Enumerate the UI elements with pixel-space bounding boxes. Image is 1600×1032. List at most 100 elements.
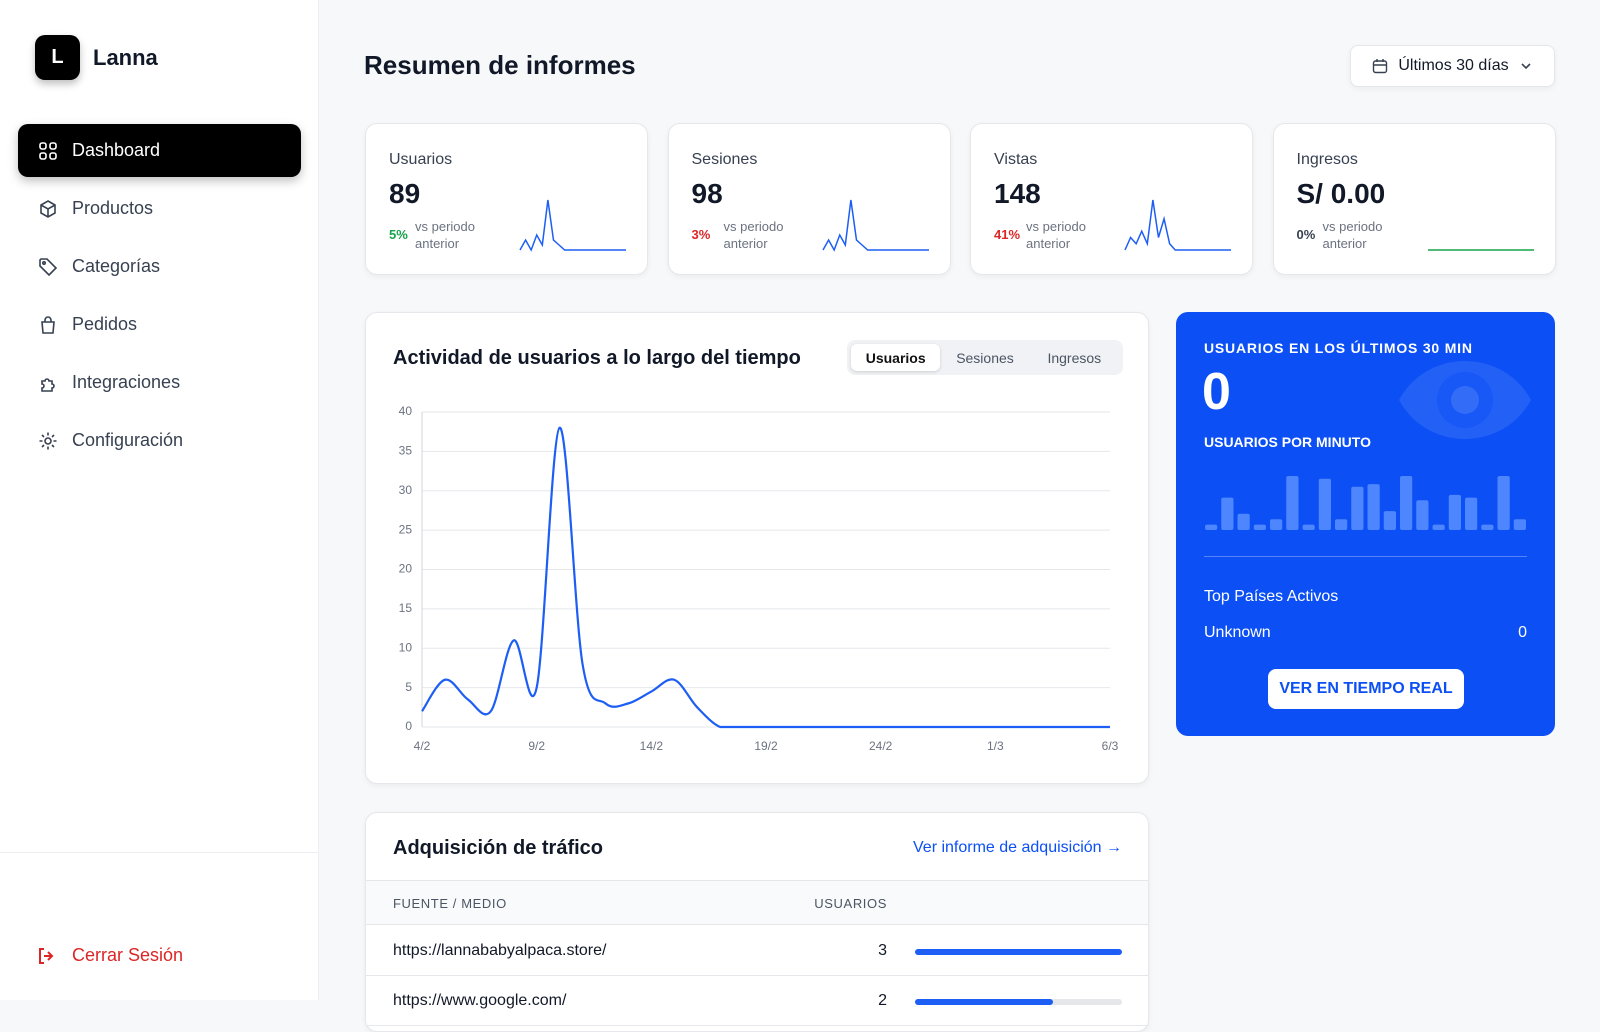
minute-bar bbox=[1318, 478, 1331, 530]
traffic-title: Adquisición de tráfico bbox=[393, 837, 604, 859]
x-tick-label: 19/2 bbox=[754, 739, 778, 753]
eye-icon bbox=[1399, 361, 1531, 439]
kpi-note: vs periodo anterior bbox=[1322, 219, 1383, 251]
minute-bar bbox=[1237, 513, 1250, 530]
tabs: Usuarios Sesiones Ingresos bbox=[847, 340, 1123, 375]
minute-bar bbox=[1221, 497, 1234, 530]
minute-bar bbox=[1400, 476, 1413, 530]
chevron bbox=[1521, 63, 1531, 70]
users: 2 bbox=[878, 992, 887, 1009]
column-header: USUARIOS bbox=[814, 896, 887, 911]
minute-bar bbox=[1432, 524, 1445, 530]
x-tick-label: 1/3 bbox=[987, 739, 1004, 753]
minute-bar bbox=[1465, 497, 1478, 530]
y-tick-label: 35 bbox=[399, 444, 413, 458]
spark-line bbox=[1124, 199, 1231, 251]
date-filter-label: Últimos 30 días bbox=[1398, 57, 1509, 74]
y-tick-label: 0 bbox=[405, 719, 412, 733]
realtime-button[interactable]: VER EN TIEMPO REAL bbox=[1268, 669, 1464, 709]
nav-label: Integraciones bbox=[72, 372, 181, 392]
nav-item[interactable]: Productos bbox=[18, 182, 301, 235]
nav-item[interactable]: Categorías bbox=[18, 240, 301, 293]
x-tick-label: 24/2 bbox=[869, 739, 893, 753]
realtime-panel: USUARIOS EN LOS ÚLTIMOS 30 MIN 0 USUARIO… bbox=[1176, 312, 1555, 736]
column-header: FUENTE / MEDIO bbox=[393, 896, 507, 911]
kpi-value: 148 bbox=[994, 178, 1041, 209]
kpi-card: Ingresos S/ 0.00 0% vs periodo anterior bbox=[1272, 123, 1556, 275]
nav-label: Productos bbox=[72, 198, 154, 218]
users: 3 bbox=[878, 942, 887, 959]
minute-bar bbox=[1253, 524, 1266, 530]
nav-item[interactable]: Configuración bbox=[18, 414, 301, 467]
minute-bar bbox=[1286, 476, 1299, 530]
kpi-value: S/ 0.00 bbox=[1296, 178, 1386, 209]
kpi-note: vs periodo anterior bbox=[415, 219, 475, 251]
minute-bar bbox=[1383, 511, 1396, 530]
minute-bar bbox=[1481, 524, 1494, 530]
y-tick-label: 15 bbox=[399, 601, 413, 615]
logout-icon bbox=[39, 947, 54, 964]
kpi-value: 98 bbox=[691, 178, 723, 209]
sparkline bbox=[1124, 199, 1231, 251]
kpi-label: Sesiones bbox=[691, 151, 758, 168]
nav-item[interactable]: Integraciones bbox=[18, 356, 301, 409]
series-line bbox=[421, 426, 1110, 729]
logout[interactable]: Cerrar Sesión bbox=[36, 945, 183, 966]
country-users: 0 bbox=[1518, 624, 1527, 641]
minute-bar bbox=[1497, 476, 1510, 530]
kpi-change: 0% bbox=[1296, 227, 1316, 242]
country-name: Unknown bbox=[1204, 624, 1271, 641]
activity-card: Actividad de usuarios a lo largo del tie… bbox=[365, 312, 1149, 784]
kpi-note: vs periodo anterior bbox=[723, 219, 784, 251]
sparkline bbox=[1427, 249, 1534, 251]
sidebar: L Lanna Cerrar Sesión Dashboard Productos… bbox=[0, 0, 319, 1000]
logout-label: Cerrar Sesión bbox=[72, 945, 184, 965]
calendar-icon bbox=[1373, 59, 1388, 74]
tab[interactable]: Usuarios bbox=[851, 344, 941, 371]
minute-bar bbox=[1351, 486, 1364, 530]
sparkline bbox=[519, 199, 626, 252]
nav-item[interactable]: Pedidos bbox=[18, 298, 301, 351]
traffic-card: Adquisición de tráfico Ver informe de ad… bbox=[365, 812, 1149, 1032]
tab[interactable]: Sesiones bbox=[956, 349, 1014, 366]
page: L Lanna Cerrar Sesión Dashboard Productos… bbox=[0, 0, 1556, 1032]
tab[interactable]: Ingresos bbox=[1047, 349, 1102, 366]
logo: L bbox=[35, 35, 80, 80]
y-tick-label: 10 bbox=[399, 640, 413, 654]
divider bbox=[1204, 556, 1527, 557]
nav-label: Configuración bbox=[72, 430, 184, 450]
row-divider bbox=[366, 1025, 1148, 1026]
kpi-label: Usuarios bbox=[389, 151, 453, 168]
divider bbox=[0, 852, 319, 853]
y-tick-label: 20 bbox=[399, 562, 413, 576]
minute-bar bbox=[1302, 524, 1315, 530]
spark-line bbox=[821, 199, 929, 252]
table-header bbox=[366, 880, 1148, 925]
minute-bar bbox=[1416, 500, 1429, 530]
minute-bar bbox=[1367, 484, 1380, 530]
date-filter[interactable]: Últimos 30 días bbox=[1350, 45, 1555, 87]
realtime-title: USUARIOS EN LOS ÚLTIMOS 30 MIN bbox=[1204, 340, 1473, 356]
page-title: Resumen de informes bbox=[364, 50, 636, 80]
kpi-card: Sesiones 98 3% vs periodo anterior bbox=[667, 123, 951, 275]
line-chart: 0 5 10 15 20 25 30 35 40 4/2 9/2 14/2 19/2 24/2 1/3 6/3 bbox=[399, 404, 1119, 753]
users-bar bbox=[915, 949, 1122, 955]
kpi-note: vs periodo anterior bbox=[1026, 219, 1086, 251]
x-tick-label: 6/3 bbox=[1102, 739, 1119, 753]
nav-icon bbox=[41, 377, 55, 392]
traffic-link[interactable]: Ver informe de adquisición → bbox=[913, 839, 1122, 856]
kpi-label: Vistas bbox=[994, 151, 1038, 168]
nav-item[interactable]: Dashboard bbox=[18, 124, 301, 177]
nav-label: Categorías bbox=[72, 256, 161, 276]
minute-bar bbox=[1270, 519, 1283, 530]
chart-title: Actividad de usuarios a lo largo del tie… bbox=[393, 347, 801, 369]
country-row: Unknown 0 bbox=[1204, 624, 1527, 642]
nav-icon bbox=[39, 257, 58, 276]
kpi-card: Vistas 148 41% vs periodo anterior bbox=[970, 123, 1253, 275]
kpi-change: 5% bbox=[389, 227, 408, 242]
nav-label: Dashboard bbox=[72, 140, 161, 160]
nav-label: Pedidos bbox=[72, 314, 138, 334]
realtime-subtitle: USUARIOS POR MINUTO bbox=[1204, 434, 1371, 450]
realtime-value: 0 bbox=[1202, 363, 1231, 421]
x-tick-label: 4/2 bbox=[414, 739, 431, 753]
